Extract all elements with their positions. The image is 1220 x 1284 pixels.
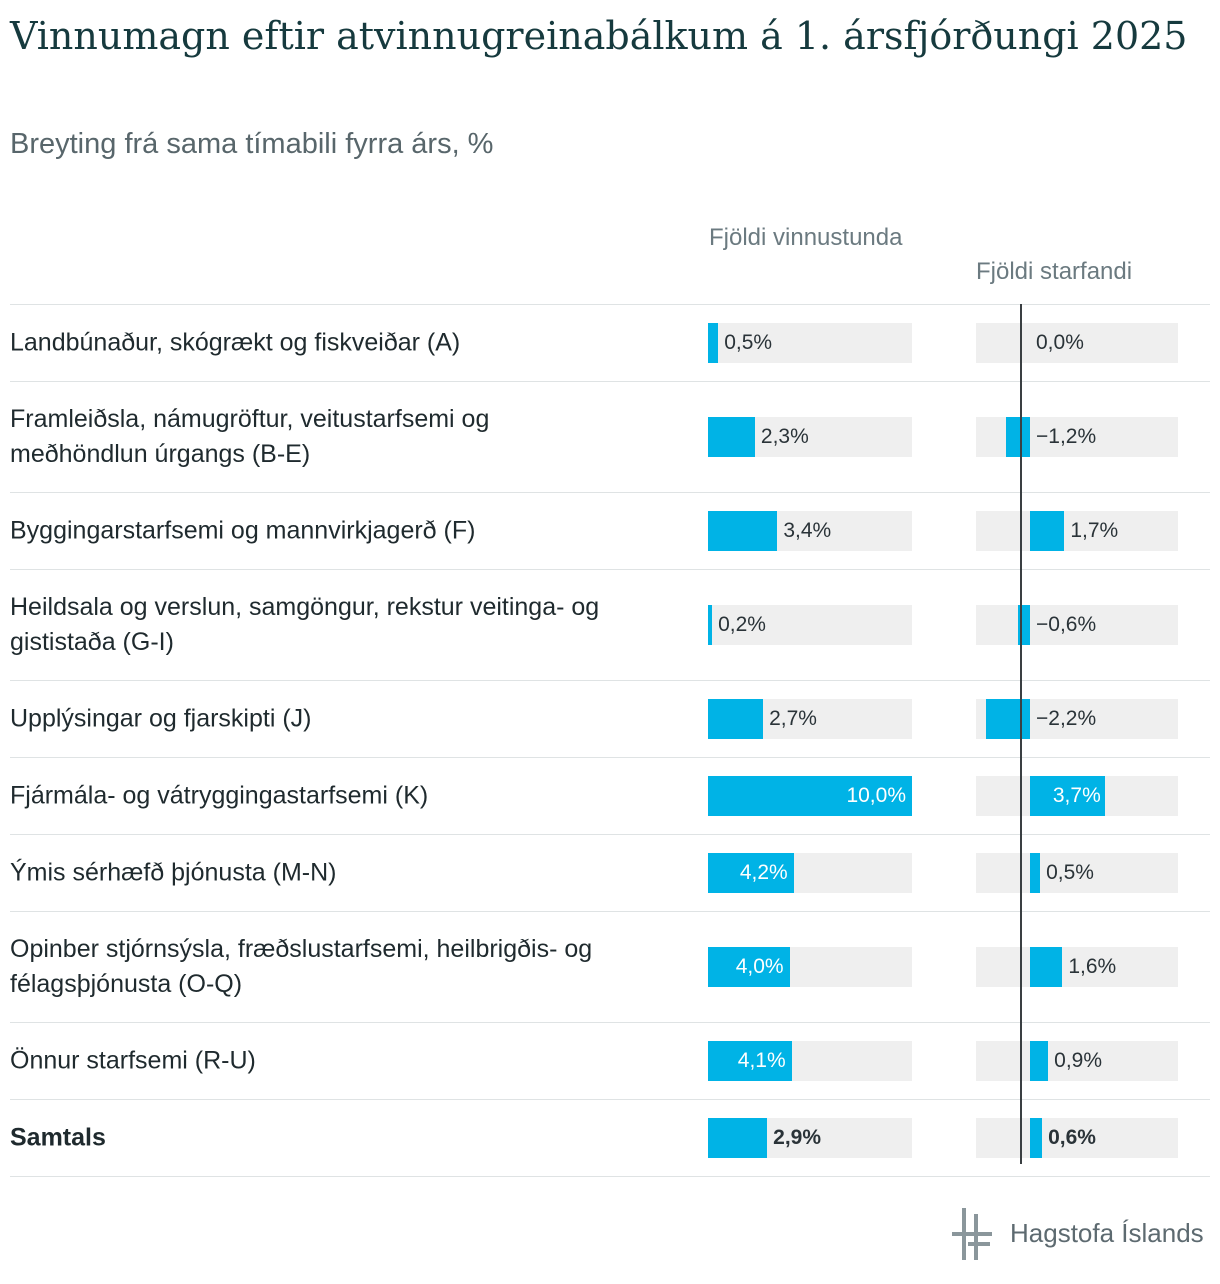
employed-value-label: 0,9%: [1054, 1049, 1103, 1072]
category-label: Fjármála- og vátryggingastarfsemi (K): [10, 781, 429, 810]
table-row: Upplýsingar og fjarskipti (J) 2,7% −2,2%: [10, 680, 1210, 757]
hours-value-label: 2,7%: [769, 707, 817, 730]
hours-track: 4,2%: [708, 853, 912, 893]
employed-track: 0,9%: [976, 1041, 1178, 1081]
hours-bar: [708, 853, 794, 893]
employed-track: 0,6%: [976, 1118, 1178, 1158]
employed-track: 0,0%: [976, 323, 1178, 363]
hours-bar: [708, 1041, 792, 1081]
employed-bar: [1030, 1118, 1043, 1158]
table-row: Heildsala og verslun, samgöngur, rekstur…: [10, 569, 1210, 680]
employed-track: 1,7%: [976, 511, 1178, 551]
employed-value-label: −2,2%: [1036, 707, 1097, 730]
employed-track: −1,2%: [976, 417, 1178, 457]
employed-bar: [985, 699, 1030, 739]
hours-bar: [708, 605, 713, 645]
column-header-employed: Fjöldi starfandi: [976, 258, 1133, 285]
table-row: Byggingarstarfsemi og mannvirkjagerð (F)…: [10, 492, 1210, 569]
hours-value-label: 4,2%: [739, 861, 788, 884]
hours-bar: [708, 511, 778, 551]
hours-value-label: 4,1%: [737, 1049, 786, 1072]
hours-value-label: 3,4%: [783, 519, 832, 542]
employed-value-label: −1,2%: [1036, 425, 1097, 448]
chart-table: Landbúnaður, skógrækt og fiskveiðar (A) 0…: [10, 304, 1210, 1177]
table-row: Landbúnaður, skógrækt og fiskveiðar (A) 0…: [10, 304, 1210, 381]
category-label: Önnur starfsemi (R-U): [10, 1046, 256, 1075]
employed-track: 1,6%: [976, 947, 1178, 987]
hours-track: 2,3%: [708, 417, 912, 457]
employed-value-label: 1,7%: [1070, 519, 1119, 542]
category-label: Opinber stjórnsýsla, fræðslustarfsemi, h…: [10, 935, 593, 998]
employed-track: −2,2%: [976, 699, 1178, 739]
category-label: Samtals: [10, 1123, 106, 1152]
hours-bar: [708, 417, 755, 457]
employed-bar: [1005, 417, 1030, 457]
hours-track: 0,5%: [708, 323, 912, 363]
hours-value-label: 0,5%: [724, 331, 773, 354]
hagstofa-logo-icon: [952, 1208, 992, 1260]
employed-track: −0,6%: [976, 605, 1178, 645]
category-label: Heildsala og verslun, samgöngur, rekstur…: [10, 593, 600, 656]
hours-bar: [708, 323, 719, 363]
employed-value-label: 0,0%: [1036, 331, 1084, 354]
hours-track: 2,7%: [708, 699, 912, 739]
hours-track: 4,0%: [708, 947, 912, 987]
category-label: Byggingarstarfsemi og mannvirkjagerð (F): [10, 516, 476, 545]
table-row: Framleiðsla, námugröftur, veitustarfsemi…: [10, 381, 1210, 492]
employed-track: 3,7%: [976, 776, 1178, 816]
employed-bar: [1030, 853, 1041, 893]
chart-subtitle: Breyting frá sama tímabili fyrra árs, %: [10, 128, 494, 160]
employed-bar: [1030, 776, 1105, 816]
hours-bar: [708, 776, 912, 816]
table-row: Önnur starfsemi (R-U) 4,1% 0,9%: [10, 1022, 1210, 1099]
hours-track: 0,2%: [708, 605, 912, 645]
category-label: Landbúnaður, skógrækt og fiskveiðar (A): [10, 328, 461, 357]
employed-value-label: −0,6%: [1036, 613, 1097, 636]
hours-value-label: 0,2%: [718, 613, 766, 636]
hours-bar: [708, 1118, 768, 1158]
hours-bar: [708, 699, 764, 739]
employed-bar: [1030, 947, 1063, 987]
table-row: Opinber stjórnsýsla, fræðslustarfsemi, h…: [10, 911, 1210, 1022]
chart-title: Vinnumagn eftir atvinnugreinabálkum á 1.…: [10, 14, 1188, 58]
category-label: Upplýsingar og fjarskipti (J): [10, 704, 312, 733]
hours-track: 3,4%: [708, 511, 912, 551]
table-row: Fjármála- og vátryggingastarfsemi (K) 10,…: [10, 757, 1210, 834]
hours-bar: [708, 947, 790, 987]
logo-text: Hagstofa Íslands: [1010, 1218, 1204, 1248]
category-label: Ýmis sérhæfð þjónusta (M-N): [10, 858, 337, 887]
column-header-hours: Fjöldi vinnustunda: [709, 224, 903, 251]
employed-value-label: 1,6%: [1068, 955, 1117, 978]
table-row: Ýmis sérhæfð þjónusta (M-N) 4,2% 0,5%: [10, 834, 1210, 911]
employed-bar: [1030, 1041, 1049, 1081]
hours-value-label: 2,3%: [760, 425, 809, 448]
hours-value-label: 10,0%: [846, 784, 906, 807]
hours-track: 4,1%: [708, 1041, 912, 1081]
employed-track: 0,5%: [976, 853, 1178, 893]
employed-value-label: 0,6%: [1048, 1126, 1096, 1149]
hours-track: 2,9%: [708, 1118, 912, 1158]
employed-value-label: 3,7%: [1052, 784, 1101, 807]
hours-value-label: 4,0%: [735, 955, 784, 978]
employed-bar: [1030, 511, 1065, 551]
category-label: Framleiðsla, námugröftur, veitustarfsemi…: [10, 405, 490, 468]
zero-axis-line: [1020, 304, 1022, 1164]
table-row: Samtals 2,9% 0,6%: [10, 1099, 1210, 1177]
employed-value-label: 0,5%: [1046, 861, 1094, 884]
hours-value-label: 2,9%: [773, 1126, 822, 1149]
hagstofa-logo: Hagstofa Íslands: [952, 1206, 1212, 1266]
hours-track: 10,0%: [708, 776, 912, 816]
